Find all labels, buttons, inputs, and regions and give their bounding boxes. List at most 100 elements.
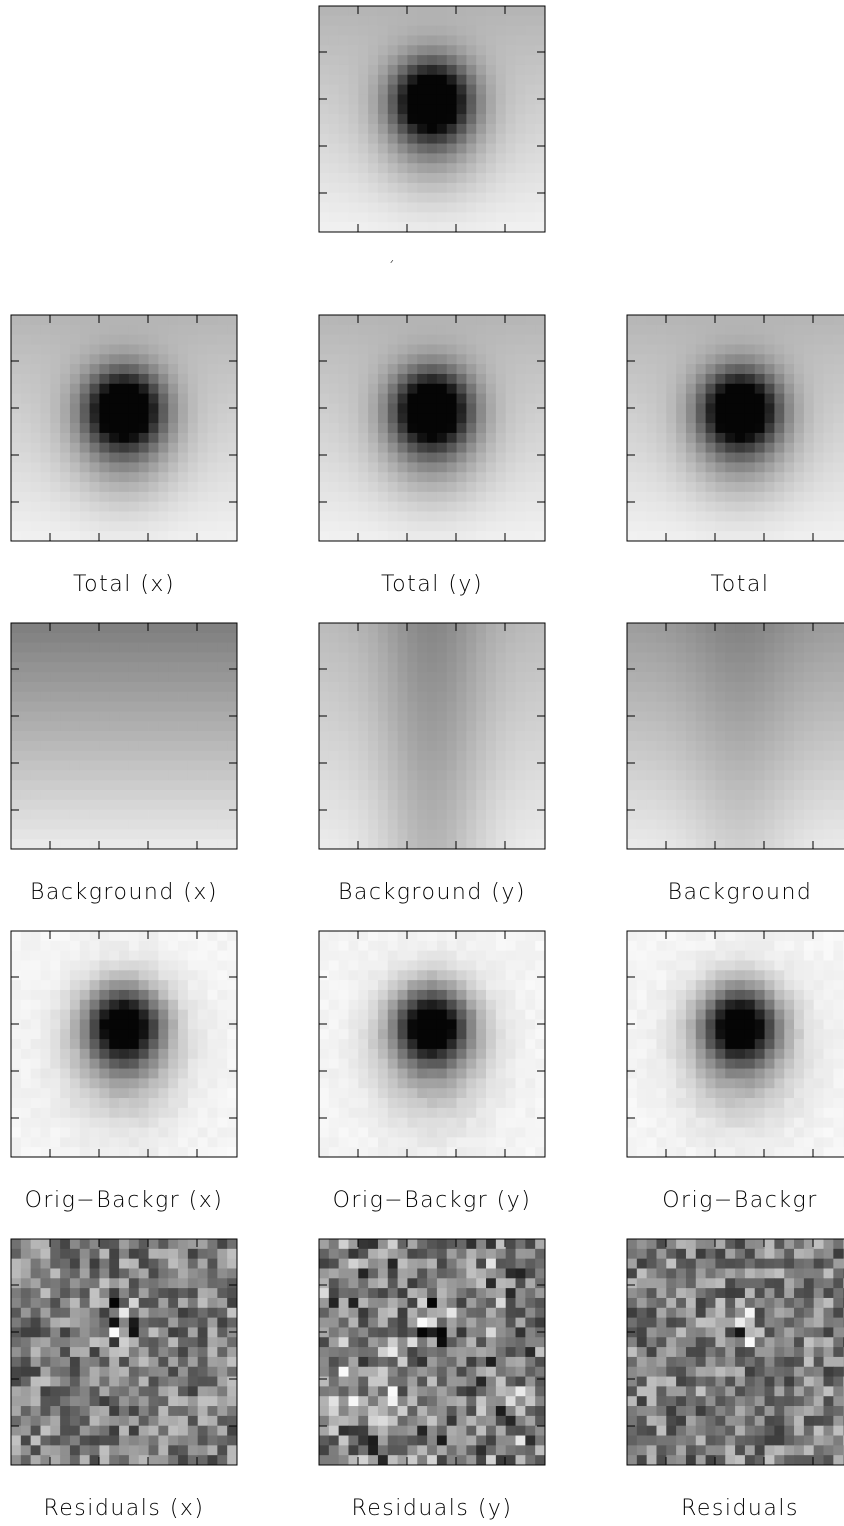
pixel bbox=[417, 55, 428, 66]
pixel bbox=[476, 960, 487, 971]
pixel bbox=[79, 1098, 91, 1109]
pixel bbox=[368, 153, 379, 164]
pixel bbox=[515, 662, 526, 673]
pixel bbox=[784, 432, 795, 444]
pixel bbox=[397, 1058, 408, 1069]
pixel bbox=[417, 482, 428, 493]
pixel bbox=[79, 711, 91, 722]
pixel bbox=[515, 799, 526, 811]
pixel bbox=[495, 173, 507, 184]
pixel bbox=[685, 750, 697, 761]
pixel bbox=[128, 452, 140, 463]
pixel bbox=[813, 790, 824, 801]
pixel bbox=[20, 491, 32, 503]
pixel bbox=[735, 701, 746, 712]
pixel bbox=[69, 740, 81, 752]
pixel bbox=[446, 701, 457, 712]
pixel bbox=[744, 373, 756, 385]
pixel bbox=[754, 491, 765, 503]
pixel bbox=[138, 721, 149, 732]
pixel bbox=[417, 153, 428, 164]
pixel bbox=[525, 334, 536, 345]
pixel bbox=[436, 482, 448, 493]
pixel bbox=[695, 931, 707, 942]
pixel bbox=[358, 799, 369, 811]
pixel bbox=[535, 35, 546, 46]
pixel bbox=[358, 373, 369, 385]
pixel bbox=[397, 15, 408, 27]
pixel bbox=[368, 442, 379, 453]
pixel bbox=[387, 511, 399, 522]
pixel bbox=[148, 931, 159, 942]
pixel bbox=[794, 432, 805, 444]
pixel bbox=[377, 1127, 389, 1138]
pixel bbox=[407, 731, 418, 742]
pixel bbox=[705, 413, 716, 424]
pixel bbox=[50, 1029, 61, 1040]
pixel bbox=[764, 780, 775, 791]
pixel bbox=[368, 501, 379, 512]
pixel bbox=[109, 423, 120, 434]
pixel bbox=[735, 950, 746, 961]
pixel bbox=[217, 652, 228, 663]
pixel bbox=[328, 163, 340, 174]
pixel bbox=[377, 950, 389, 961]
pixel bbox=[784, 472, 795, 483]
pixel bbox=[148, 799, 159, 811]
pixel bbox=[338, 344, 349, 355]
pixel bbox=[427, 324, 438, 336]
pixel bbox=[456, 931, 467, 942]
pixel bbox=[217, 790, 228, 801]
pixel bbox=[436, 1147, 448, 1158]
pixel bbox=[456, 55, 467, 66]
pixel bbox=[128, 691, 140, 703]
pixel bbox=[495, 701, 507, 712]
pixel bbox=[476, 989, 487, 1001]
pixel bbox=[525, 1078, 536, 1089]
pixel bbox=[50, 1117, 61, 1128]
pixel bbox=[187, 413, 199, 424]
pixel bbox=[109, 1029, 120, 1040]
pixel bbox=[20, 432, 32, 444]
pixel bbox=[754, 760, 765, 771]
pixel bbox=[427, 780, 438, 791]
pixel bbox=[227, 1107, 238, 1119]
pixel bbox=[505, 45, 516, 56]
pixel bbox=[466, 1009, 477, 1020]
pixel bbox=[109, 452, 120, 463]
pixel bbox=[377, 1048, 389, 1060]
pixel bbox=[89, 1137, 100, 1148]
pixel bbox=[319, 642, 330, 653]
pixel bbox=[20, 472, 32, 483]
pixel bbox=[466, 123, 477, 135]
pixel bbox=[725, 691, 736, 703]
pixel bbox=[486, 15, 497, 27]
pixel bbox=[735, 354, 746, 365]
pixel bbox=[725, 462, 736, 473]
pixel bbox=[40, 1068, 51, 1079]
pixel bbox=[446, 501, 457, 512]
pixel bbox=[627, 672, 638, 683]
pixel bbox=[348, 1137, 359, 1148]
pixel bbox=[128, 531, 140, 542]
pixel bbox=[30, 423, 41, 434]
pixel bbox=[823, 770, 834, 781]
pixel bbox=[60, 780, 71, 791]
pixel bbox=[676, 324, 687, 336]
pixel bbox=[197, 799, 208, 811]
pixel bbox=[486, 222, 497, 233]
pixel bbox=[436, 980, 448, 991]
pixel bbox=[348, 133, 359, 144]
pixel bbox=[69, 652, 81, 663]
pixel bbox=[436, 672, 448, 683]
pixel bbox=[397, 324, 408, 336]
pixel bbox=[338, 1068, 349, 1079]
pixel bbox=[217, 334, 228, 345]
pixel bbox=[158, 1058, 169, 1069]
pixel bbox=[803, 442, 815, 453]
pixel bbox=[486, 324, 497, 336]
pixel bbox=[744, 652, 756, 663]
pixel bbox=[397, 790, 408, 801]
pixel bbox=[774, 423, 785, 434]
pixel bbox=[417, 222, 428, 233]
